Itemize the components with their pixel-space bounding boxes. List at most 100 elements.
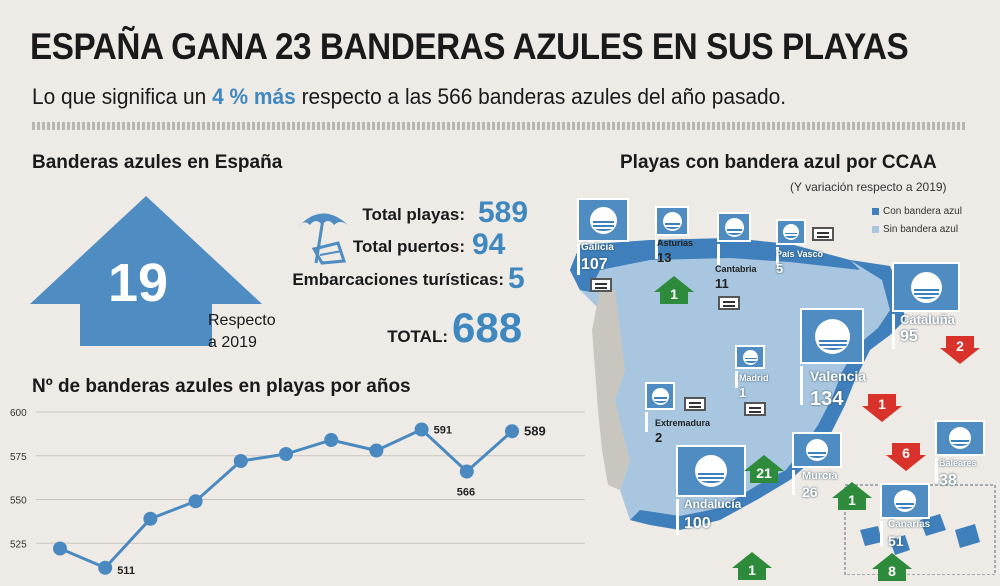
flag-emblem-icon: [695, 455, 727, 487]
subtitle-suffix: respecto a las 566 banderas azules del a…: [295, 84, 787, 109]
subtitle-prefix: Lo que significa un: [32, 84, 213, 109]
flag-emblem-icon: [743, 350, 758, 365]
portugal-shape: [592, 290, 630, 490]
y-tick-label: 525: [10, 539, 27, 550]
flag-pole: [717, 244, 720, 265]
data-point: [233, 454, 248, 468]
change-badge-baleares: 6: [886, 443, 926, 471]
region-value: 51: [888, 533, 904, 549]
change-value: 1: [848, 492, 856, 508]
arrow-down-icon: [886, 443, 926, 471]
data-point: [505, 424, 519, 439]
blue-flag-icon: [717, 212, 751, 242]
blue-flag-icon: [800, 308, 864, 364]
flag-emblem-icon: [783, 224, 799, 240]
change-value: 2: [956, 338, 964, 354]
blue-flag-icon: [935, 420, 985, 456]
equal-galicia-icon: [590, 278, 612, 292]
region-name: Baleares: [939, 458, 977, 468]
summary-heading: Banderas azules en España: [32, 152, 283, 173]
flag-emblem-icon: [911, 272, 942, 303]
change-value: 1: [878, 396, 886, 412]
blue-flag-icon: [776, 219, 806, 245]
region-name: Cataluña: [900, 312, 955, 327]
change-value: 6: [902, 445, 910, 461]
region-name: Extremadura: [655, 418, 711, 428]
region-value: 2: [655, 430, 663, 445]
change-value: 1: [748, 562, 756, 578]
equal-extremadura-icon: [684, 397, 706, 411]
change-badge-cataluna: 2: [940, 336, 980, 364]
increase-arrow-icon: [30, 196, 262, 346]
change-badge-bottom: 1: [732, 552, 772, 580]
region-value: 26: [802, 484, 818, 500]
region-value: 13: [657, 250, 672, 265]
map-subheading: (Y variación respecto a 2019): [790, 180, 947, 194]
data-label: 589: [524, 423, 546, 438]
flag-pole: [892, 314, 895, 349]
blue-flag-icon: [645, 382, 675, 410]
blue-flag-icon: [735, 345, 765, 369]
y-tick-label: 575: [10, 452, 27, 463]
region-name: Madrid: [739, 373, 769, 383]
flag-pole: [935, 458, 938, 483]
region-name: País Vasco: [776, 249, 824, 259]
region-name: Murcia: [802, 470, 838, 482]
arrow-up-icon: [832, 482, 872, 510]
change-value: 21: [756, 465, 772, 481]
data-label: 511: [117, 565, 135, 575]
change-badge-andalucia: 21: [744, 455, 784, 483]
increase-note: Respecto a 2019: [208, 310, 276, 354]
data-point: [324, 433, 339, 447]
legend-label-with: Con bandera azul: [883, 206, 962, 217]
increase-note-line1: Respecto: [208, 312, 276, 329]
equal-paisvasco-icon: [812, 227, 834, 241]
region-value: 100: [684, 515, 711, 532]
blue-flag-icon: [655, 206, 689, 236]
line-chart: 600 575 550 525 511 591 566 589: [10, 408, 585, 575]
flag-pole: [735, 371, 738, 388]
flag-emblem-icon: [806, 439, 828, 461]
flag-emblem-icon: [949, 427, 971, 449]
stat-label-playas: Total playas:: [362, 205, 465, 224]
flag-pole: [655, 238, 658, 259]
legend-label-without: Sin bandera azul: [883, 224, 959, 235]
change-badge-canarias: 8: [872, 553, 912, 581]
region-name: Cantabria: [715, 264, 757, 274]
region-value: 5: [776, 261, 784, 276]
data-point: [98, 560, 113, 575]
stat-value-playas: 589: [478, 196, 529, 229]
page-title: ESPAÑA GANA 23 BANDERAS AZULES EN SUS PL…: [30, 26, 909, 67]
flag-emblem-icon: [725, 218, 744, 237]
y-tick-label: 600: [10, 408, 27, 419]
data-point: [279, 447, 293, 461]
map-heading: Playas con bandera azul por CCAA: [620, 152, 937, 173]
arrow-up-icon: [744, 455, 784, 483]
flag-emblem-icon: [652, 388, 669, 405]
data-point: [369, 443, 384, 458]
change-badge-asturias: 1: [654, 276, 694, 304]
region-value: 107: [581, 256, 608, 273]
blue-flag-icon: [577, 198, 629, 242]
region-value: 1: [739, 385, 747, 400]
arrow-down-icon: [940, 336, 980, 364]
blue-flag-icon: [880, 483, 930, 519]
data-label: 566: [457, 487, 475, 499]
flag-emblem-icon: [663, 212, 682, 231]
chart-title: Nº de banderas azules en playas por años: [32, 376, 411, 397]
arrow-up-icon: [732, 552, 772, 580]
region-name: Canarias: [888, 519, 931, 530]
change-badge-valencia: 1: [862, 394, 902, 422]
equal-madrid-icon: [744, 402, 766, 416]
legend-without-flag: Sin bandera azul: [872, 224, 958, 235]
coast-north: [570, 238, 860, 290]
arrow-up-icon: [872, 553, 912, 581]
change-value: 8: [888, 563, 896, 579]
flag-pole: [676, 499, 679, 535]
y-tick-label: 550: [10, 496, 27, 507]
data-point: [188, 494, 203, 509]
region-value: 38: [939, 472, 957, 489]
legend-with-flag: Con bandera azul: [872, 206, 962, 217]
page-subtitle: Lo que significa un 4 % más respecto a l…: [32, 84, 786, 110]
legend-swatch-with: [872, 207, 879, 215]
